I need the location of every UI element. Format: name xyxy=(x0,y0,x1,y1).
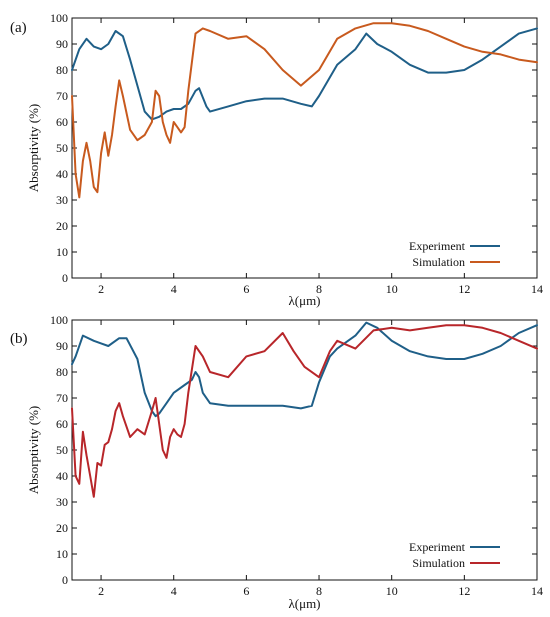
x-tick-label: 4 xyxy=(171,584,177,598)
series-line-experiment xyxy=(72,323,537,417)
x-tick-label: 4 xyxy=(171,282,177,296)
y-tick-label: 10 xyxy=(56,245,68,259)
y-tick-label: 100 xyxy=(50,313,68,327)
y-tick-label: 30 xyxy=(56,495,68,509)
legend-label: Simulation xyxy=(412,556,465,570)
legend-label: Experiment xyxy=(409,239,466,253)
y-tick-label: 100 xyxy=(50,11,68,25)
y-tick-label: 30 xyxy=(56,193,68,207)
x-tick-label: 12 xyxy=(458,282,470,296)
panel-label: (b) xyxy=(10,331,28,347)
y-tick-label: 80 xyxy=(56,365,68,379)
y-tick-label: 70 xyxy=(56,89,68,103)
x-tick-label: 14 xyxy=(531,282,543,296)
y-tick-label: 60 xyxy=(56,417,68,431)
y-tick-label: 50 xyxy=(56,141,68,155)
y-tick-label: 90 xyxy=(56,37,68,51)
x-tick-label: 2 xyxy=(98,282,104,296)
y-tick-label: 0 xyxy=(62,573,68,587)
x-axis-label: λ(μm) xyxy=(288,293,320,308)
series-line-simulation xyxy=(72,23,537,197)
panel-label: (a) xyxy=(10,20,27,36)
y-tick-label: 40 xyxy=(56,167,68,181)
y-tick-label: 60 xyxy=(56,115,68,129)
y-tick-label: 90 xyxy=(56,339,68,353)
y-tick-label: 20 xyxy=(56,521,68,535)
x-tick-label: 2 xyxy=(98,584,104,598)
series-line-experiment xyxy=(72,28,537,119)
legend-label: Experiment xyxy=(409,540,466,554)
y-tick-label: 70 xyxy=(56,391,68,405)
y-axis-label: Absorptivity (%) xyxy=(26,406,41,494)
x-axis-label: λ(μm) xyxy=(288,596,320,611)
y-tick-label: 0 xyxy=(62,271,68,285)
x-tick-label: 10 xyxy=(386,282,398,296)
series-line-simulation xyxy=(72,325,537,497)
legend-label: Simulation xyxy=(412,255,465,269)
y-tick-label: 80 xyxy=(56,63,68,77)
y-tick-label: 20 xyxy=(56,219,68,233)
x-tick-label: 6 xyxy=(243,584,249,598)
plot-frame xyxy=(72,18,537,278)
x-tick-label: 14 xyxy=(531,584,543,598)
y-tick-label: 40 xyxy=(56,469,68,483)
y-axis-label: Absorptivity (%) xyxy=(26,104,41,192)
y-tick-label: 50 xyxy=(56,443,68,457)
x-tick-label: 6 xyxy=(243,282,249,296)
y-tick-label: 10 xyxy=(56,547,68,561)
x-tick-label: 12 xyxy=(458,584,470,598)
x-tick-label: 10 xyxy=(386,584,398,598)
